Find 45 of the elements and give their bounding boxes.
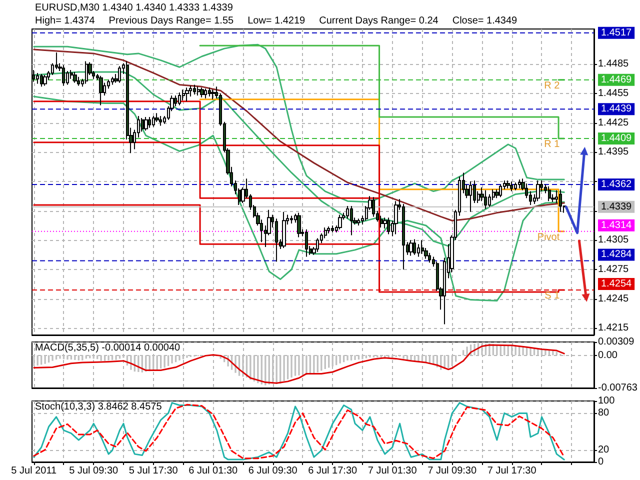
annotation: R 1 bbox=[544, 138, 560, 150]
chart-title: EURUSD,M30 1.4340 1.4340 1.4333 1.4339 bbox=[35, 2, 234, 14]
ref-line-label: 1.4339 bbox=[601, 201, 632, 212]
y-tick-label: 0.00309 bbox=[598, 336, 635, 348]
y-tick-label: 1.4395 bbox=[598, 146, 630, 158]
y-tick-label: 1.4305 bbox=[598, 234, 630, 246]
text: Previous Days Range= 1.55 bbox=[108, 16, 234, 26]
x-tick-label: 6 Jul 01:30 bbox=[188, 466, 238, 476]
y-tick-label: -0.00763 bbox=[598, 382, 638, 394]
x-tick-label: 6 Jul 17:30 bbox=[308, 466, 358, 476]
y-tick-label: 0 bbox=[598, 456, 604, 468]
x-tick-label: 5 Jul 2011 bbox=[11, 466, 58, 476]
y-tick-label: 1.4425 bbox=[598, 117, 630, 128]
x-tick-label: 7 Jul 09:30 bbox=[428, 466, 477, 476]
chart-title: Stoch(10,3,3) 3.8462 8.4575 bbox=[35, 402, 162, 412]
annotation: R 2 bbox=[544, 80, 560, 92]
x-tick-label: 7 Jul 17:30 bbox=[487, 466, 537, 476]
text: Close= 1.4349 bbox=[452, 16, 518, 26]
text: Low= 1.4219 bbox=[248, 16, 306, 26]
y-tick-label: 80 bbox=[598, 408, 610, 419]
y-tick-label: 1.4485 bbox=[598, 58, 630, 70]
y-tick-label: 1.4215 bbox=[598, 322, 630, 334]
x-tick-label: 7 Jul 01:30 bbox=[368, 466, 418, 476]
x-tick-label: 5 Jul 09:30 bbox=[69, 466, 119, 476]
y-tick-label: 0.00 bbox=[598, 350, 618, 361]
text: High= 1.4374 bbox=[35, 16, 96, 26]
ref-line-label: 1.4517 bbox=[601, 27, 632, 38]
x-tick-label: 6 Jul 09:30 bbox=[248, 466, 298, 476]
ref-line-label: 1.4254 bbox=[601, 278, 632, 290]
y-tick-label: 100 bbox=[598, 396, 616, 406]
x-tick-label: 5 Jul 17:30 bbox=[128, 466, 178, 476]
ref-line-label: 1.4314 bbox=[601, 220, 632, 231]
ref-line-label: 1.4469 bbox=[601, 74, 632, 86]
ref-line-label: 1.4409 bbox=[601, 132, 632, 144]
y-tick-label: 1.4455 bbox=[598, 88, 630, 100]
y-tick-label: 1.4245 bbox=[598, 293, 630, 304]
chart-title: MACD(5,35,5) -0.00014 0.00040 bbox=[35, 342, 181, 354]
text: Current Days Range= 0.24 bbox=[319, 16, 439, 26]
ref-line-label: 1.4439 bbox=[601, 104, 632, 115]
annotation: Pivot bbox=[537, 232, 560, 243]
y-tick-label: 20 bbox=[598, 444, 610, 456]
annotation: S 1 bbox=[544, 290, 560, 302]
ref-line-label: 1.4362 bbox=[601, 178, 632, 190]
ref-line-label: 1.4284 bbox=[601, 249, 632, 260]
y-tick-label: 1.4275 bbox=[598, 264, 630, 275]
